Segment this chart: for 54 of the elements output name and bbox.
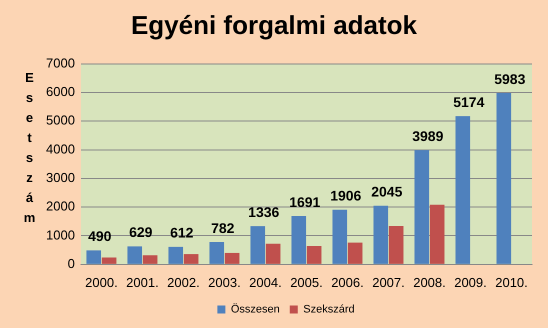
- bar: [168, 246, 184, 264]
- x-tick-label: 2004.: [249, 274, 282, 290]
- bar: [496, 92, 512, 264]
- y-tick-label: 6000: [46, 84, 75, 100]
- bar: [388, 226, 404, 264]
- legend-label: Összesen: [230, 302, 280, 316]
- bar: [291, 216, 306, 264]
- data-label: 612: [170, 224, 194, 241]
- data-label: 1906: [330, 188, 362, 204]
- y-tick-label: 5000: [46, 112, 75, 128]
- data-label: 5174: [453, 94, 485, 110]
- x-tick-label: 2001.: [126, 274, 159, 290]
- bar: [142, 255, 158, 264]
- x-tick-label: 2007.: [372, 274, 405, 290]
- legend-label: Szekszárd: [303, 304, 355, 316]
- bar: [430, 204, 444, 264]
- x-tick-label: 2010.: [495, 274, 528, 290]
- y-tick-label: 1000: [46, 227, 75, 242]
- x-tick-label: 2002.: [167, 274, 200, 290]
- x-tick-label: 2005.: [290, 274, 323, 290]
- bar: [86, 250, 102, 264]
- bar: [184, 254, 198, 264]
- bar: [306, 246, 322, 264]
- bar: [224, 252, 240, 264]
- bar: [266, 244, 280, 264]
- x-tick-label: 2009.: [454, 274, 487, 290]
- data-label: 629: [129, 224, 153, 240]
- bar: [127, 246, 142, 264]
- x-tick-label: 2003.: [208, 274, 241, 290]
- data-label: 1691: [289, 194, 321, 210]
- y-tick-label: 3000: [46, 170, 75, 186]
- y-tick-label: 0: [68, 256, 75, 271]
- bar: [250, 226, 266, 264]
- y-tick-label: 4000: [46, 141, 75, 156]
- bar: [414, 150, 430, 264]
- y-tick-label: 2000: [46, 198, 75, 214]
- chart-title: Egyéni forgalmi adatok: [130, 10, 418, 41]
- y-axis-title: Esetszám: [22, 70, 37, 230]
- bar: [373, 206, 388, 264]
- data-label: 782: [211, 220, 235, 236]
- data-label: 2045: [371, 184, 403, 200]
- bar: [209, 242, 224, 264]
- bar: [332, 210, 348, 264]
- data-label: 1336: [248, 204, 280, 220]
- x-tick-label: 2006.: [331, 274, 364, 290]
- x-tick-label: 2000.: [85, 274, 118, 290]
- data-label: 5983: [494, 70, 526, 87]
- bar: [455, 116, 470, 264]
- bar: [102, 258, 116, 264]
- y-tick-label: 7000: [46, 55, 75, 70]
- data-label: 490: [88, 228, 112, 244]
- x-tick-label: 2008.: [413, 274, 446, 290]
- data-label: 3989: [412, 128, 444, 144]
- bar: [348, 242, 362, 264]
